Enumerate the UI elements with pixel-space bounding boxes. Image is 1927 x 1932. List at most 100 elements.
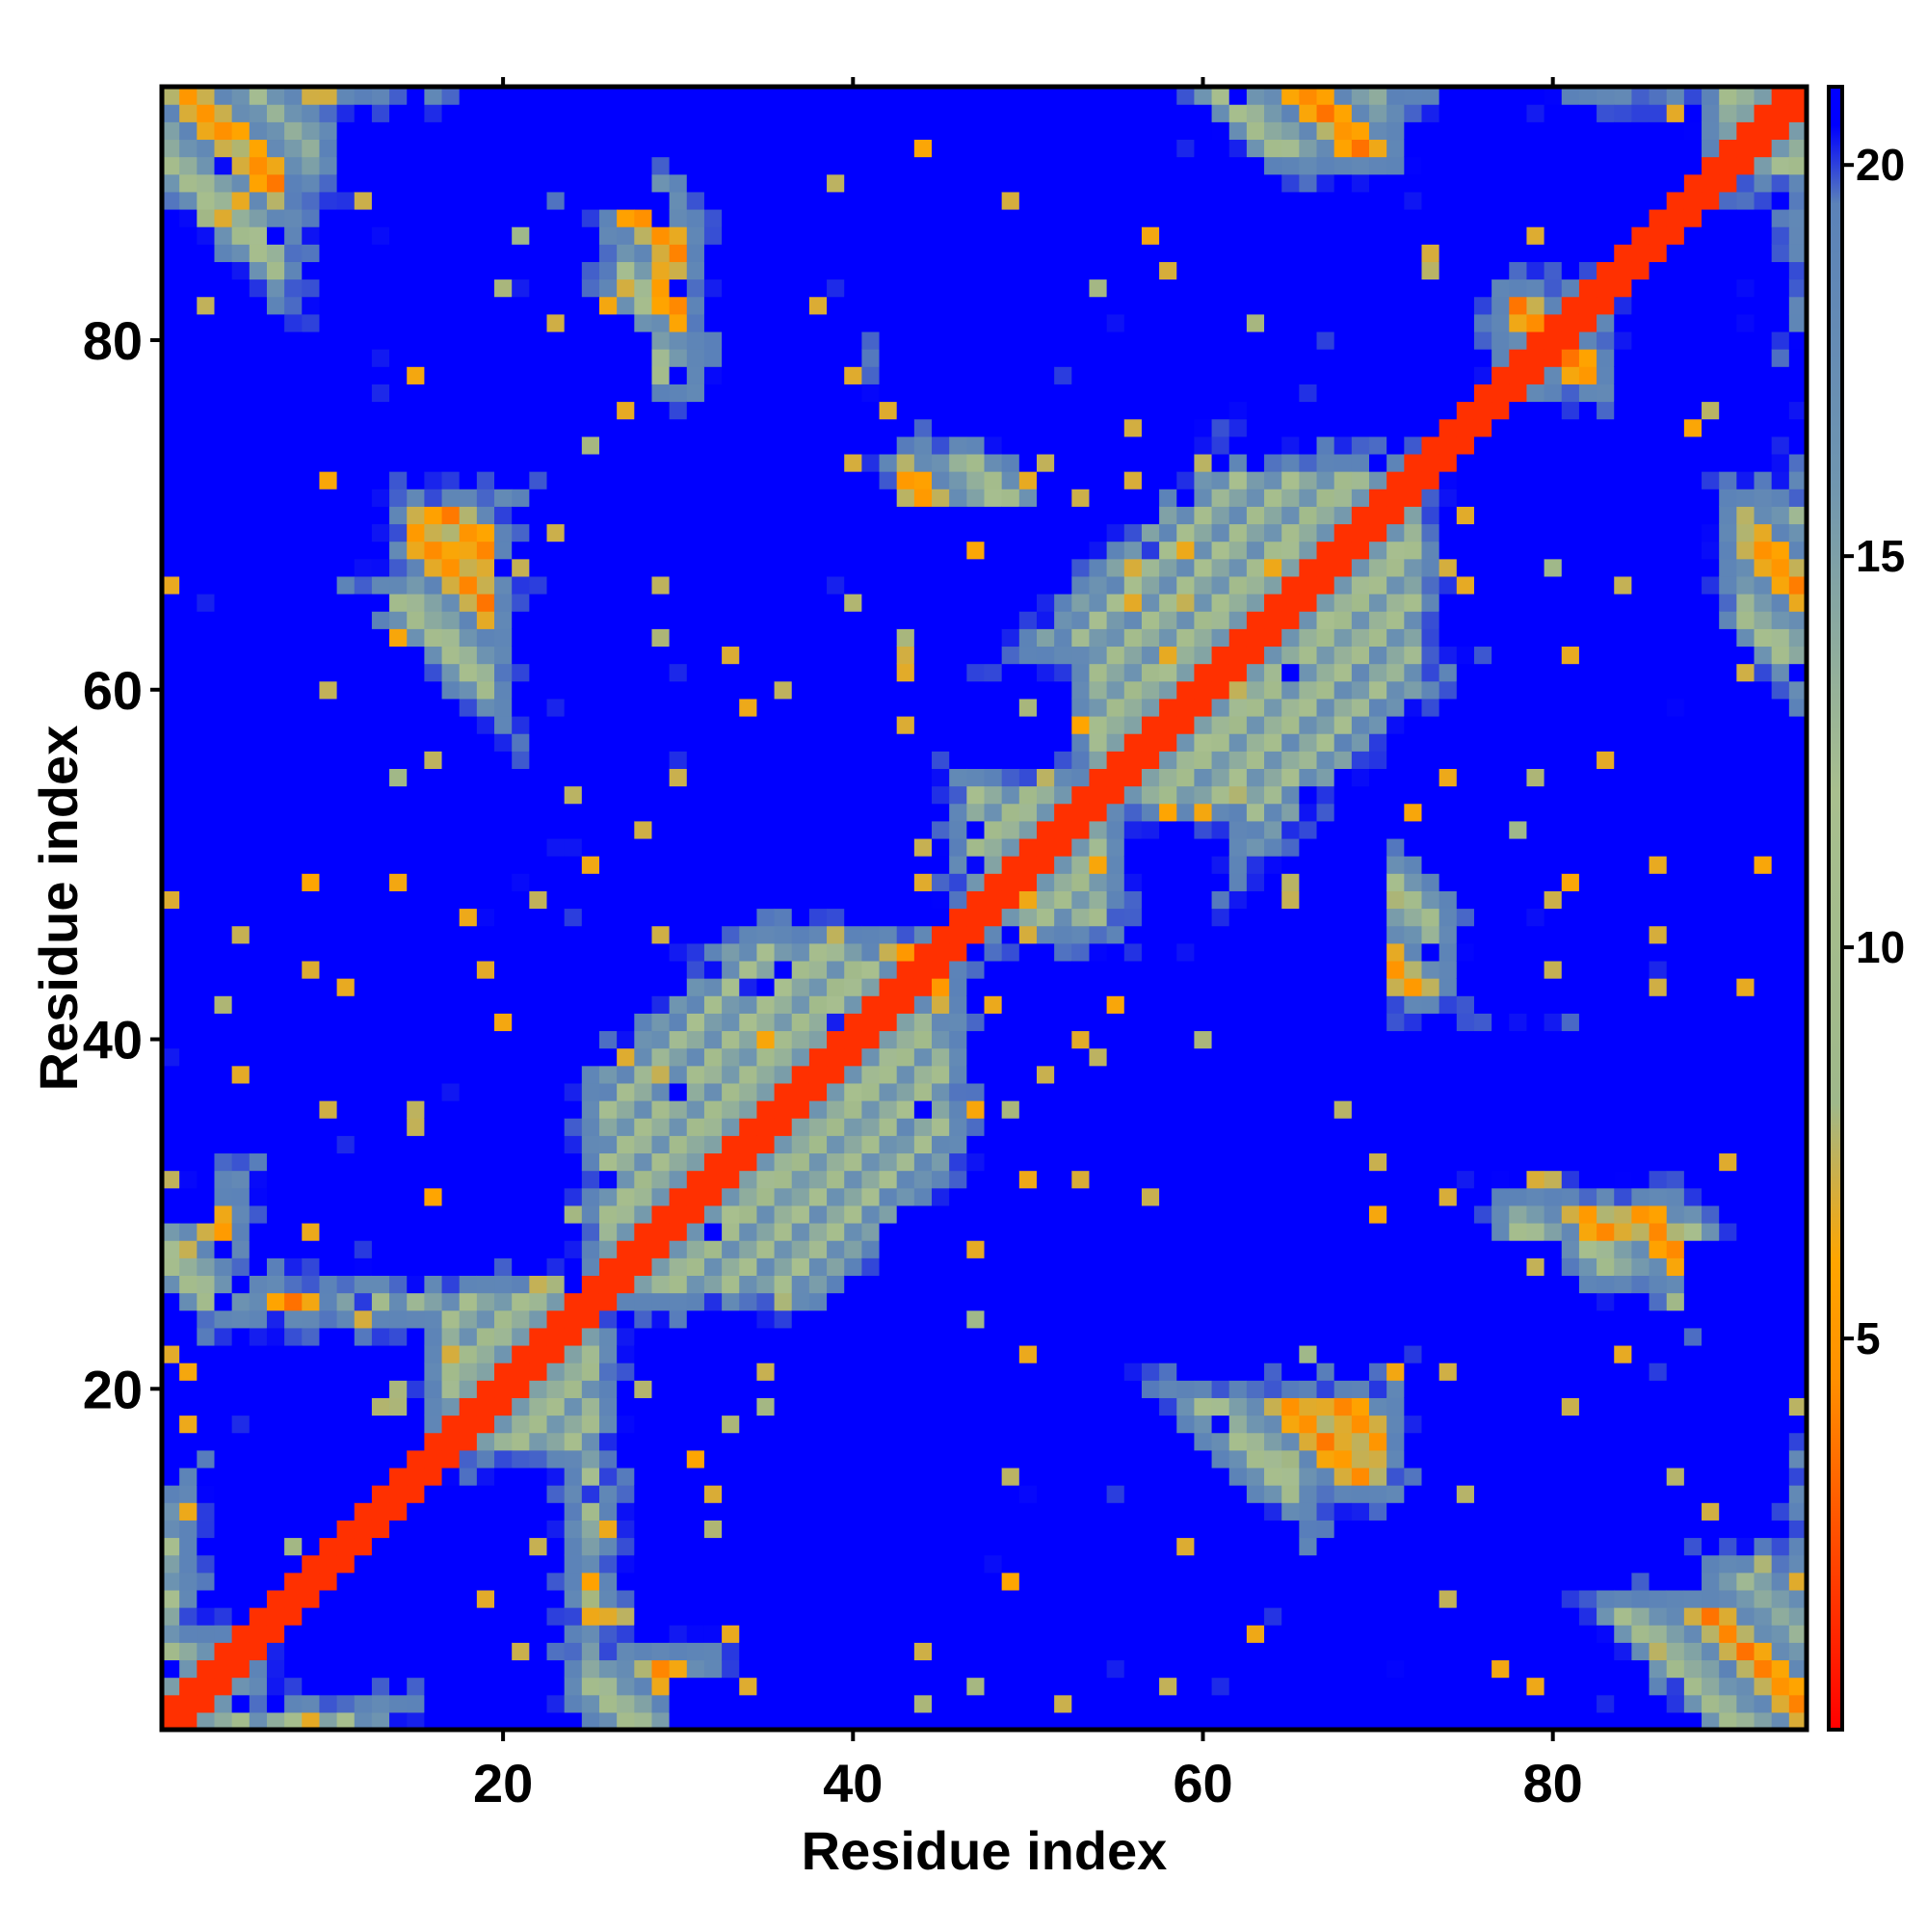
- heatmap-cell: [949, 716, 967, 734]
- heatmap-cell: [389, 733, 408, 752]
- heatmap-cell: [1071, 733, 1090, 752]
- heatmap-cell: [1071, 1135, 1090, 1153]
- heatmap-cell: [250, 1502, 268, 1521]
- heatmap-cell: [424, 174, 442, 193]
- heatmap-cell: [407, 1659, 425, 1678]
- heatmap-cell: [932, 331, 950, 350]
- heatmap-cell: [914, 594, 933, 612]
- heatmap-cell: [582, 751, 600, 769]
- heatmap-cell: [634, 104, 652, 122]
- heatmap-cell: [861, 1100, 880, 1119]
- heatmap-cell: [424, 1485, 442, 1503]
- heatmap-cell: [985, 978, 1003, 996]
- heatmap-cell: [1002, 821, 1020, 839]
- heatmap-cell: [565, 995, 583, 1014]
- heatmap-cell: [861, 1433, 880, 1451]
- heatmap-cell: [547, 1537, 566, 1555]
- heatmap-cell: [319, 699, 337, 717]
- heatmap-cell: [704, 1205, 723, 1224]
- heatmap-cell: [267, 1223, 285, 1241]
- heatmap-cell: [756, 838, 775, 857]
- heatmap-cell: [389, 559, 408, 577]
- heatmap-cell: [477, 349, 495, 367]
- heatmap-cell: [442, 909, 461, 927]
- heatmap-cell: [197, 786, 215, 805]
- heatmap-cell: [179, 1118, 198, 1136]
- heatmap-cell: [949, 1100, 967, 1119]
- heatmap-cell: [827, 1607, 845, 1626]
- heatmap-cell: [1054, 279, 1072, 298]
- heatmap-cell: [407, 1397, 425, 1416]
- heatmap-cell: [460, 1223, 478, 1241]
- heatmap-cell: [442, 926, 461, 944]
- heatmap-cell: [1054, 331, 1072, 350]
- heatmap-cell: [284, 611, 303, 629]
- heatmap-cell: [617, 594, 635, 612]
- heatmap-cell: [250, 1118, 268, 1136]
- heatmap-cell: [949, 594, 967, 612]
- heatmap-cell: [1037, 1030, 1055, 1048]
- heatmap-cell: [1019, 909, 1038, 927]
- heatmap-cell: [214, 1118, 232, 1136]
- heatmap-cell: [214, 664, 232, 682]
- heatmap-cell: [827, 437, 845, 455]
- heatmap-cell: [179, 1380, 198, 1398]
- heatmap-cell: [775, 1310, 793, 1329]
- heatmap-cell: [844, 1240, 862, 1258]
- heatmap-cell: [424, 489, 442, 507]
- heatmap-cell: [250, 1678, 268, 1696]
- heatmap-cell: [547, 1678, 566, 1696]
- heatmap-cell: [284, 384, 303, 402]
- heatmap-cell: [214, 1590, 232, 1608]
- heatmap-cell: [407, 1573, 425, 1591]
- heatmap-cell: [1071, 681, 1090, 700]
- heatmap-cell: [582, 1152, 600, 1171]
- heatmap-cell: [302, 1345, 320, 1363]
- heatmap-cell: [809, 1485, 828, 1503]
- heatmap-cell: [284, 873, 303, 891]
- heatmap-cell: [880, 1048, 898, 1067]
- heatmap-cell: [512, 1607, 530, 1626]
- heatmap-cell: [827, 1275, 845, 1293]
- heatmap-cell: [1002, 542, 1020, 560]
- heatmap-cell: [442, 943, 461, 962]
- heatmap-cell: [914, 1625, 933, 1643]
- heatmap-cell: [460, 1450, 478, 1469]
- heatmap-cell: [914, 664, 933, 682]
- heatmap-cell: [1054, 1275, 1072, 1293]
- heatmap-cell: [651, 926, 670, 944]
- heatmap-cell: [214, 523, 232, 542]
- heatmap-cell: [284, 821, 303, 839]
- heatmap-cell: [302, 821, 320, 839]
- heatmap-cell: [442, 1607, 461, 1626]
- heatmap-cell: [1037, 506, 1055, 524]
- heatmap-cell: [232, 1310, 251, 1329]
- heatmap-cell: [704, 1363, 723, 1381]
- heatmap-cell: [582, 279, 600, 298]
- heatmap-cell: [232, 121, 251, 140]
- heatmap-cell: [407, 489, 425, 507]
- heatmap-cell: [880, 1030, 898, 1048]
- heatmap-cell: [179, 1275, 198, 1293]
- heatmap-cell: [319, 926, 337, 944]
- heatmap-cell: [722, 1537, 740, 1555]
- heatmap-cell: [424, 733, 442, 752]
- heatmap-cell: [599, 804, 618, 822]
- heatmap-cell: [687, 1607, 705, 1626]
- heatmap-cell: [704, 1537, 723, 1555]
- heatmap-cell: [319, 1625, 337, 1643]
- heatmap-cell: [372, 1573, 390, 1591]
- heatmap-cell: [1019, 733, 1038, 752]
- heatmap-cell: [756, 681, 775, 700]
- heatmap-cell: [232, 611, 251, 629]
- heatmap-cell: [827, 1118, 845, 1136]
- heatmap-cell: [232, 1468, 251, 1486]
- heatmap-cell: [914, 1450, 933, 1469]
- heatmap-cell: [897, 1030, 915, 1048]
- heatmap-cell: [949, 576, 967, 595]
- heatmap-cell: [337, 1380, 356, 1398]
- heatmap-cell: [582, 523, 600, 542]
- heatmap-cell: [477, 926, 495, 944]
- heatmap-cell: [582, 314, 600, 332]
- heatmap-cell: [267, 1537, 285, 1555]
